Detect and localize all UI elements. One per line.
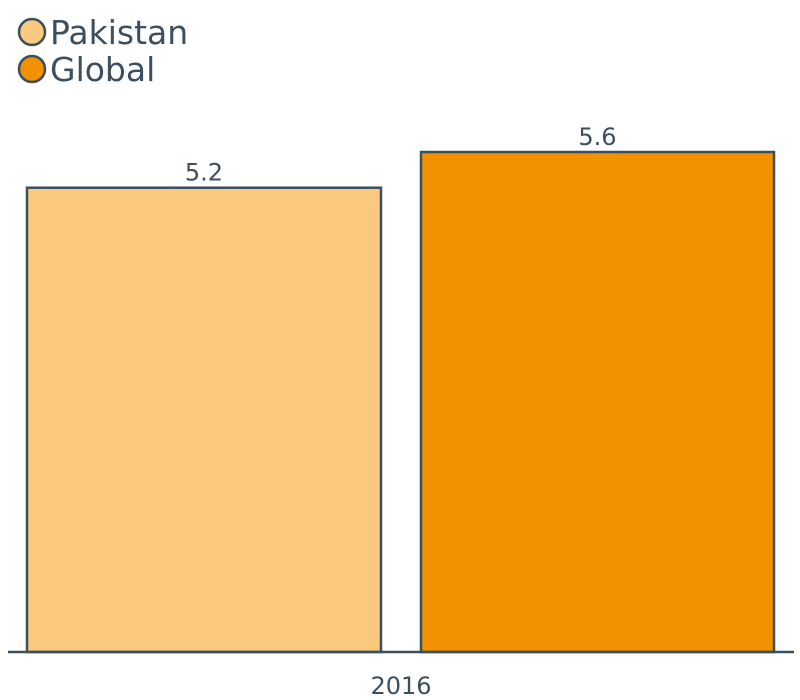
legend-swatch-global: [17, 54, 47, 84]
data-labels: 5.2 5.6: [185, 123, 617, 187]
legend-swatch-pakistan: [17, 17, 47, 47]
data-label-pakistan-2016: 5.2: [185, 159, 223, 187]
legend: Pakistan Global: [17, 13, 188, 89]
bars: [25, 150, 776, 654]
legend-label-pakistan: Pakistan: [50, 13, 188, 52]
bar-global-2016: [419, 150, 776, 654]
bar-pakistan-2016: [25, 186, 383, 654]
x-tick-label-2016: 2016: [370, 672, 431, 700]
data-label-global-2016: 5.6: [578, 123, 616, 151]
legend-label-global: Global: [50, 50, 155, 89]
